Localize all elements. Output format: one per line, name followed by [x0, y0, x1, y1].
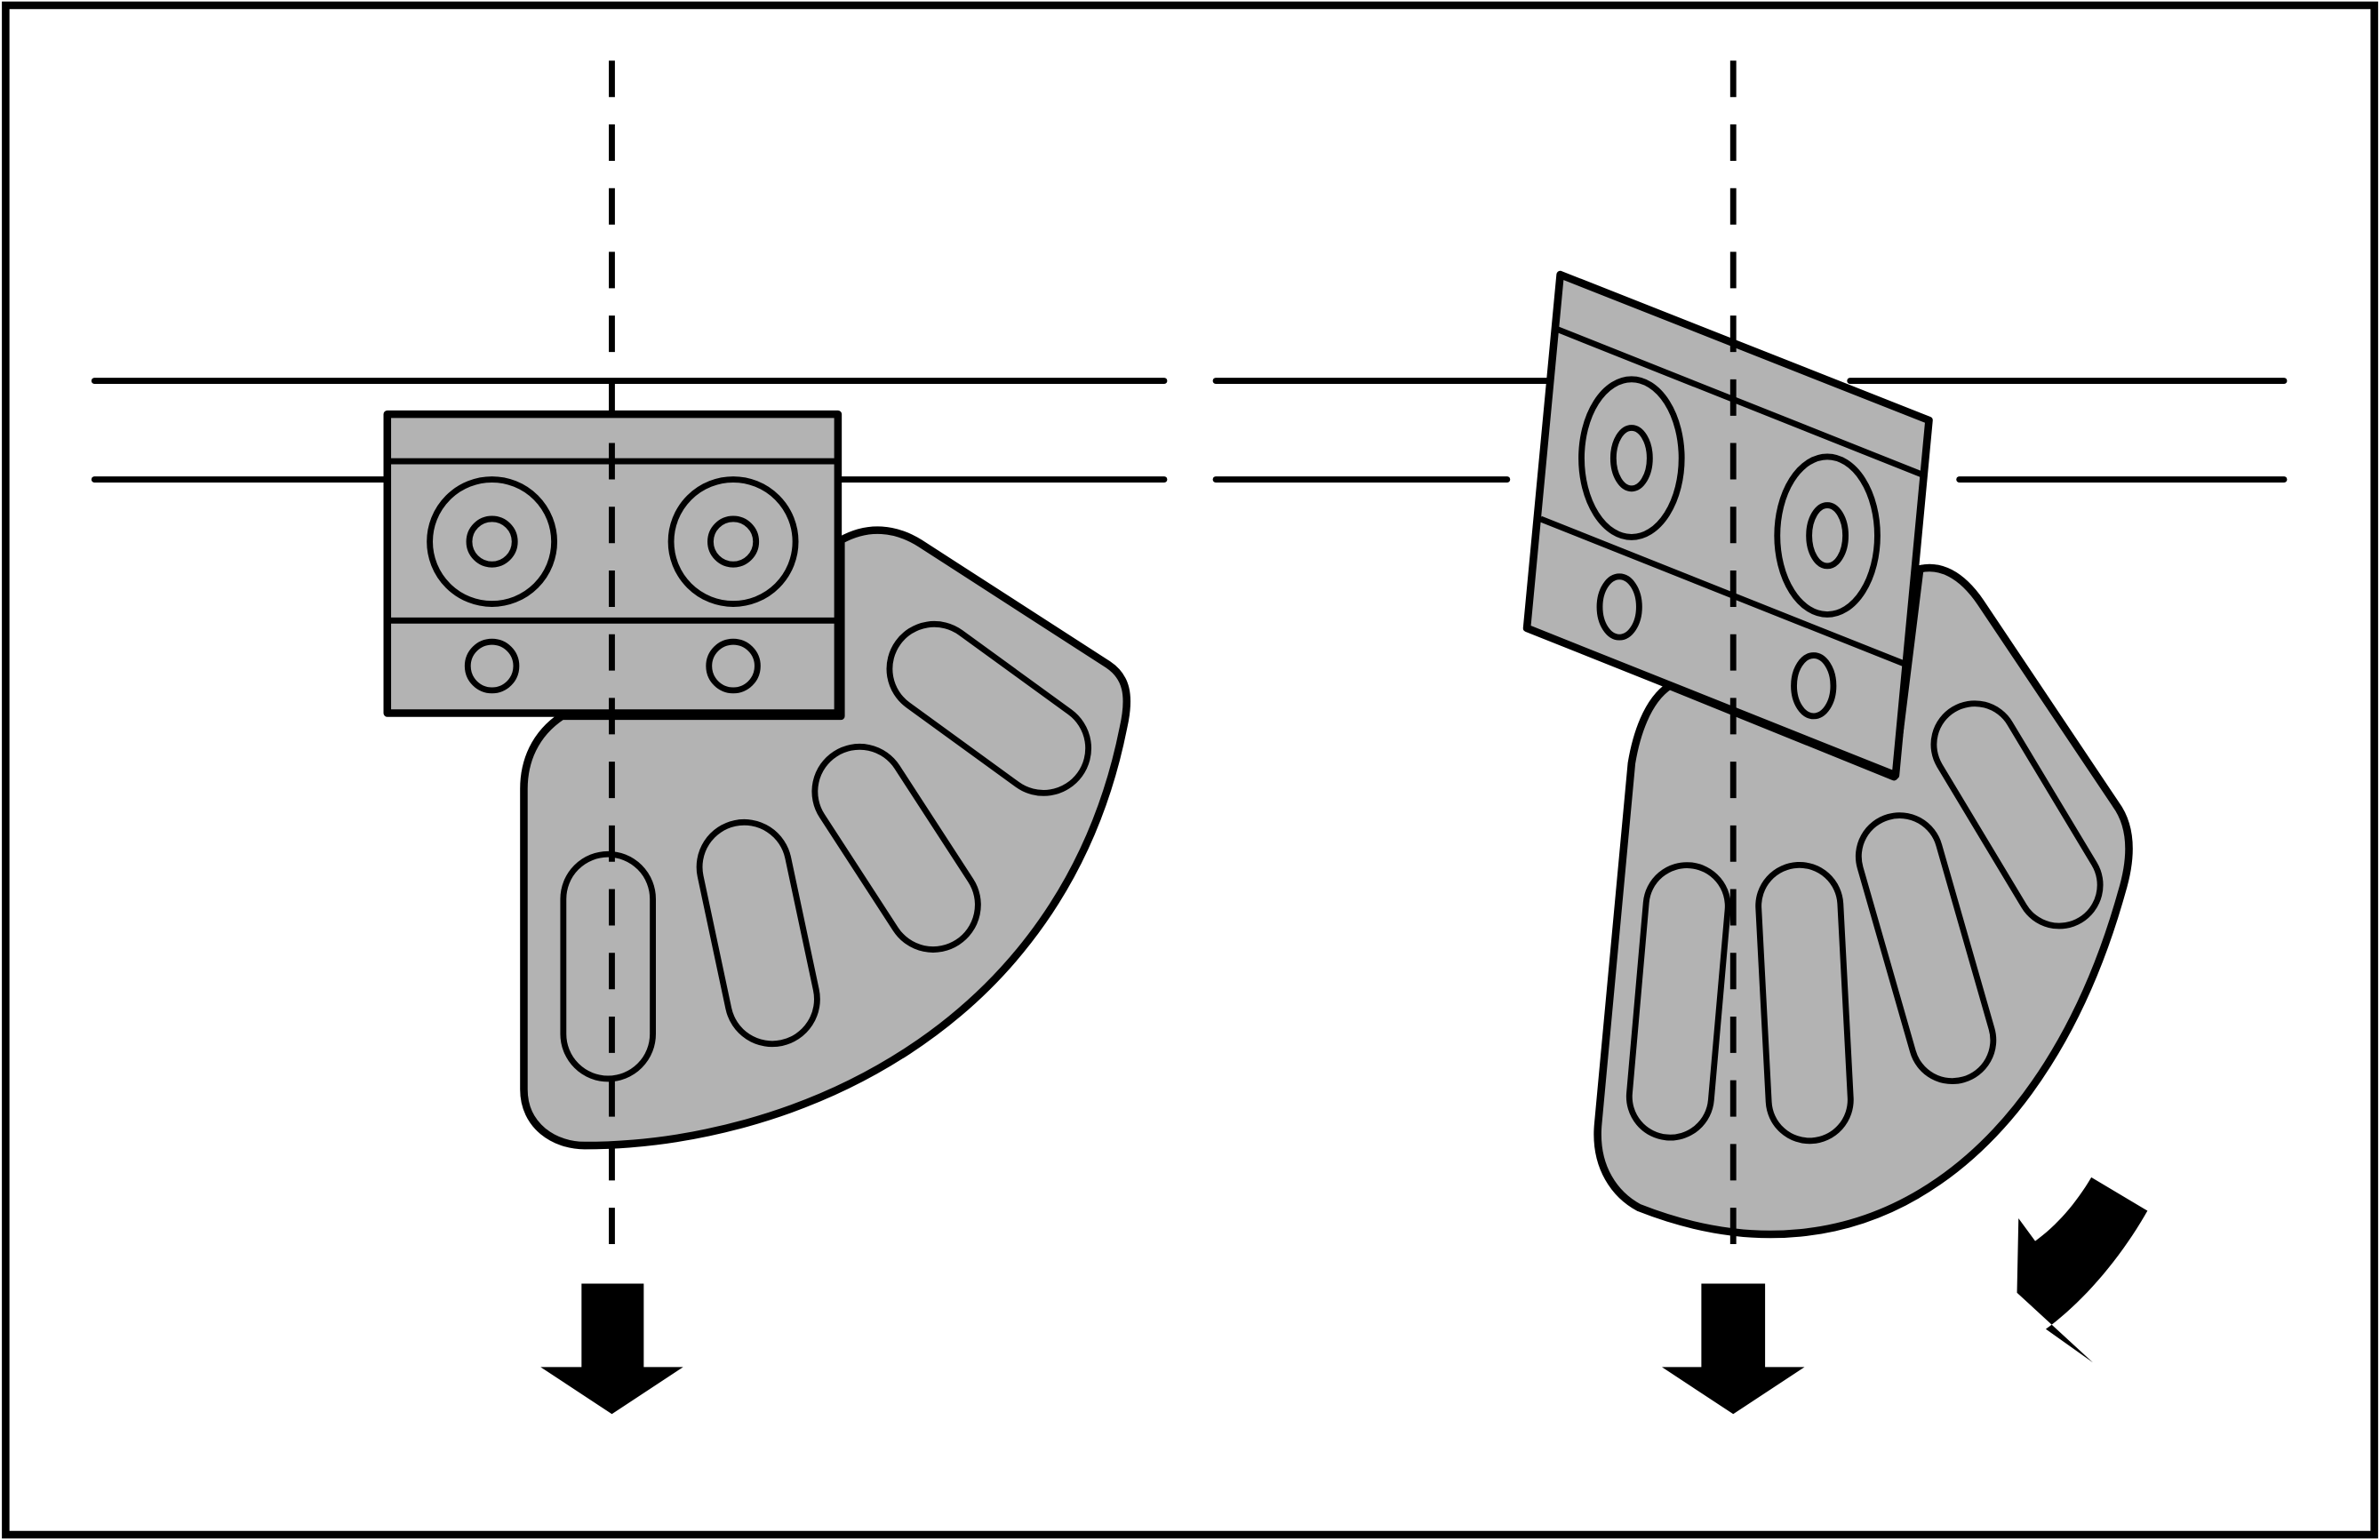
screw-small-right [706, 638, 761, 694]
slot-4 [886, 620, 1092, 796]
screw-large-right-inner [1806, 502, 1849, 570]
screw-large-left-inner [1609, 425, 1653, 492]
down-arrow-icon [1661, 1283, 1805, 1415]
screw-small-left [464, 638, 520, 694]
clamp-groove-upper [1555, 326, 1924, 478]
slot-1 [560, 850, 656, 1082]
slot-4 [1930, 700, 2104, 930]
screw-large-right-inner [707, 515, 760, 568]
slot-3 [1855, 812, 1997, 1085]
slot-3 [811, 743, 981, 953]
slot-2 [1755, 861, 1854, 1145]
slot-1 [1625, 862, 1731, 1141]
down-arrow-icon [540, 1283, 683, 1415]
left-panel-aligned [91, 60, 1168, 1415]
screw-small-right [1791, 652, 1837, 720]
slot-2 [696, 818, 820, 1048]
curved-rotation-arrow-icon [2017, 1177, 2148, 1363]
screw-small-left [1596, 573, 1642, 641]
screw-large-left-inner [466, 515, 518, 568]
right-panel-tilted [1212, 60, 2288, 1415]
clamp-groove-lower [1539, 515, 1908, 668]
